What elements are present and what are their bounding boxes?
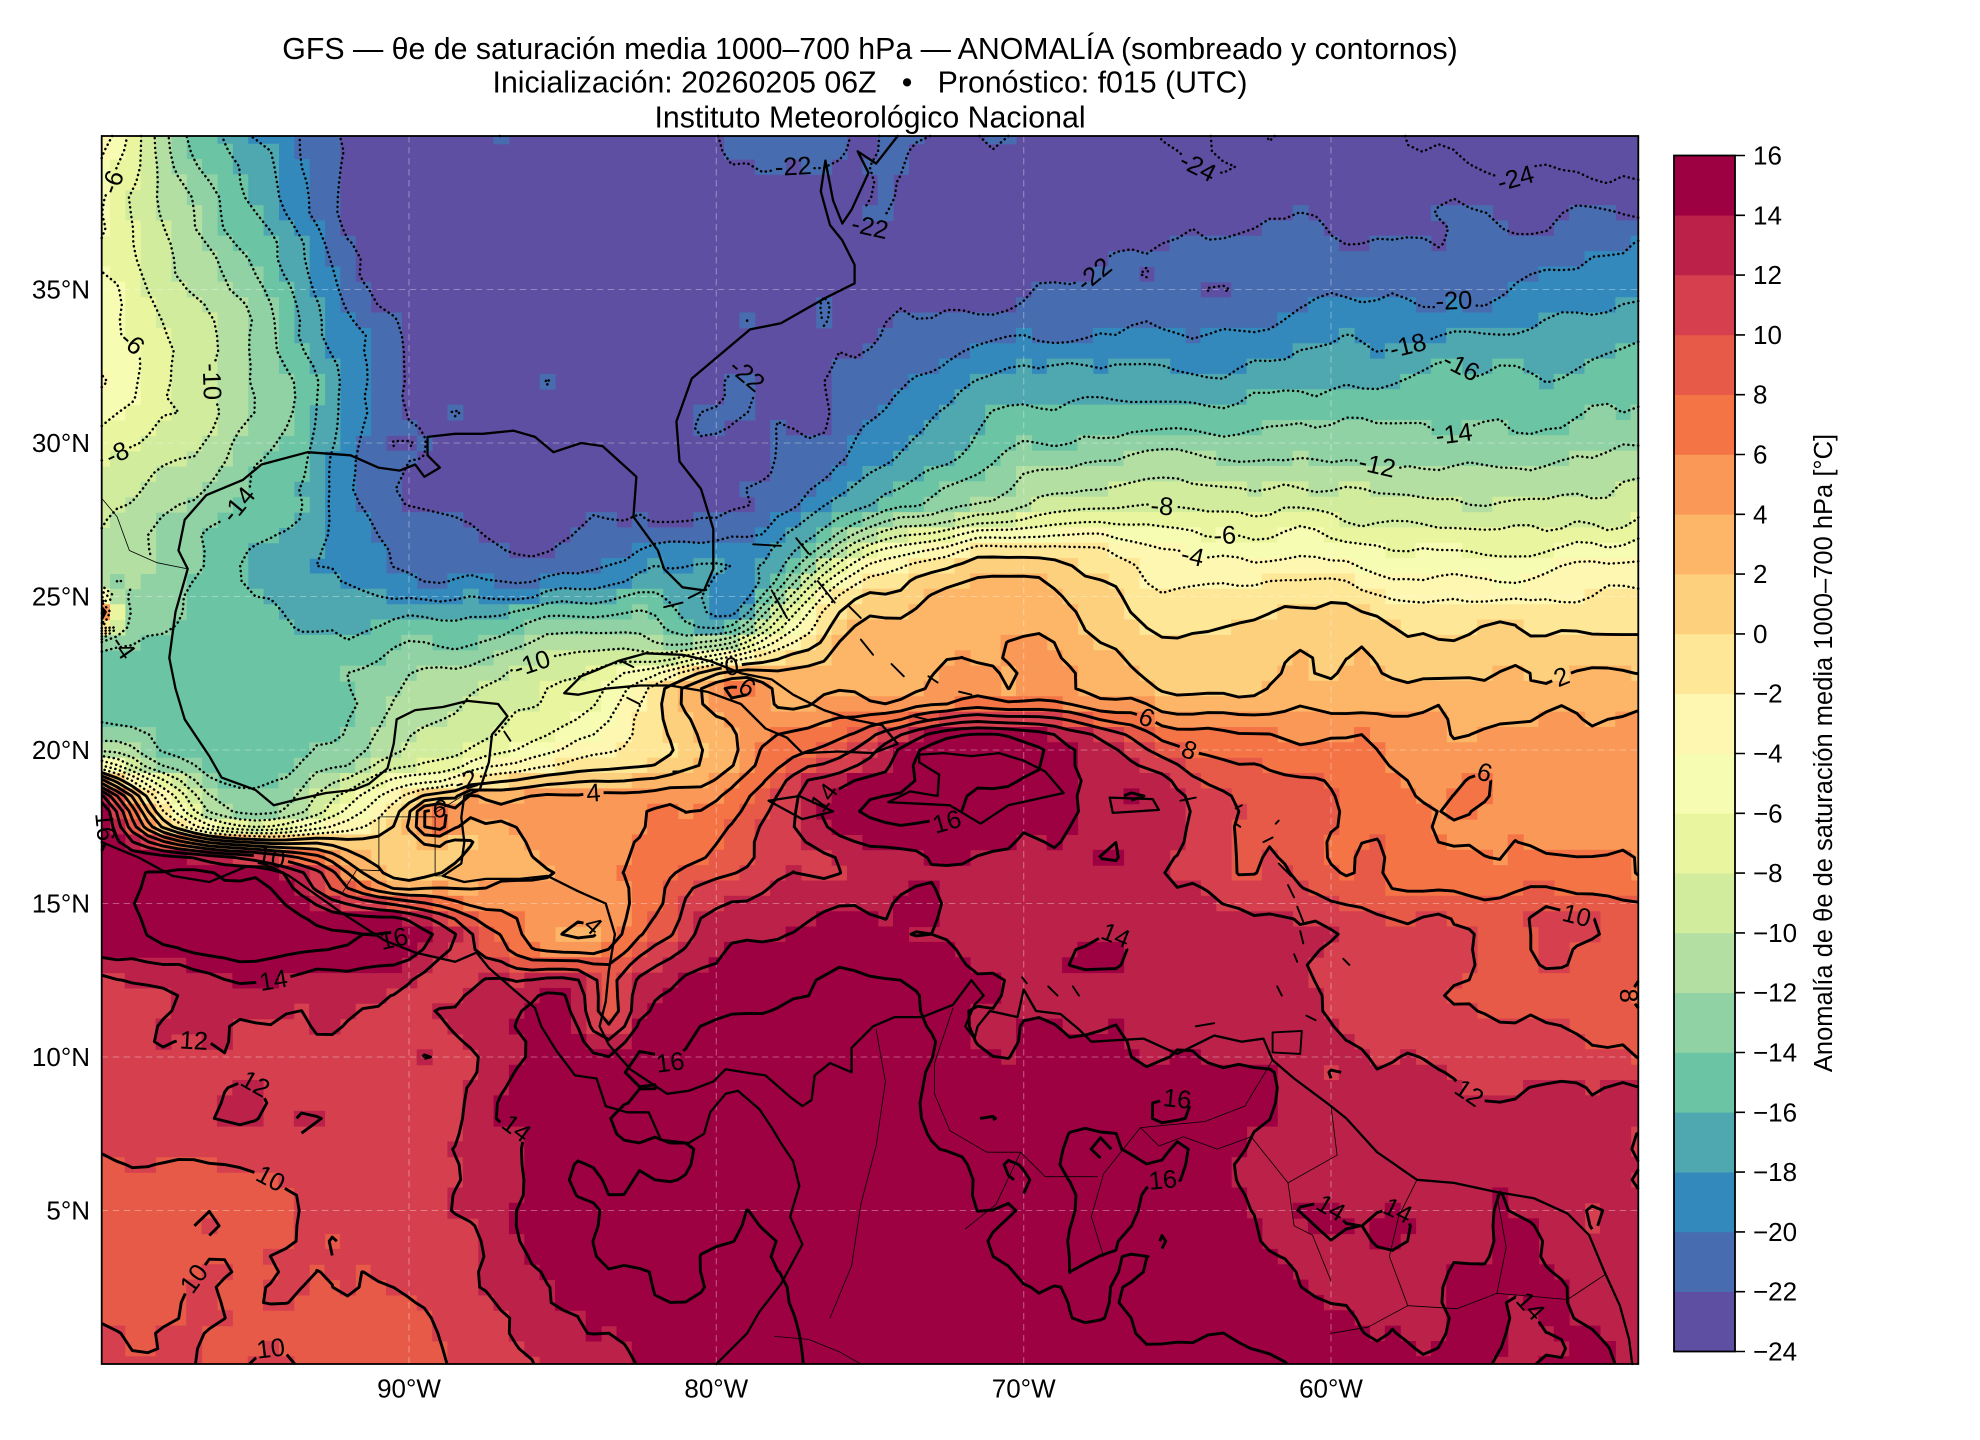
svg-text:Inicialización: 20260205 06Z: Inicialización: 20260205 06Z • Pronóstic… (493, 67, 1248, 100)
svg-text:6: 6 (1753, 440, 1767, 470)
svg-text:−4: −4 (1753, 739, 1783, 769)
svg-text:16: 16 (654, 1047, 686, 1078)
svg-text:16: 16 (377, 922, 411, 956)
svg-text:0: 0 (723, 652, 742, 682)
svg-text:30°N: 30°N (32, 428, 90, 458)
svg-text:16: 16 (1162, 1084, 1193, 1115)
svg-text:25°N: 25°N (32, 582, 90, 612)
svg-text:−16: −16 (1753, 1097, 1797, 1127)
svg-text:90°W: 90°W (377, 1374, 441, 1404)
svg-text:16: 16 (1147, 1165, 1178, 1196)
svg-text:5°N: 5°N (46, 1196, 90, 1226)
svg-text:10: 10 (255, 842, 288, 874)
svg-text:4: 4 (585, 779, 601, 808)
svg-text:Instituto Meteorológico Nacion: Instituto Meteorológico Nacional (654, 101, 1085, 134)
svg-text:−2: −2 (1753, 679, 1783, 709)
svg-text:12: 12 (179, 1026, 209, 1055)
svg-text:-20: -20 (1435, 286, 1473, 316)
svg-text:12: 12 (1753, 260, 1782, 290)
svg-text:35°N: 35°N (32, 275, 90, 305)
svg-text:14: 14 (1753, 200, 1782, 230)
svg-text:10: 10 (1559, 899, 1593, 933)
svg-text:-22: -22 (774, 152, 812, 182)
svg-text:4: 4 (1753, 499, 1767, 529)
svg-text:6: 6 (431, 795, 448, 824)
svg-text:−10: −10 (1753, 918, 1797, 948)
svg-text:80°W: 80°W (684, 1374, 748, 1404)
svg-text:10: 10 (1753, 320, 1782, 350)
svg-text:GFS — θe de saturación media 1: GFS — θe de saturación media 1000–700 hP… (282, 33, 1457, 66)
svg-text:−20: −20 (1753, 1217, 1797, 1247)
svg-text:8: 8 (1753, 380, 1767, 410)
svg-text:Anomalía de θe de saturación m: Anomalía de θe de saturación media 1000–… (1810, 434, 1838, 1072)
svg-text:−24: −24 (1753, 1337, 1797, 1367)
svg-text:−22: −22 (1753, 1277, 1797, 1307)
svg-text:−6: −6 (1753, 798, 1783, 828)
svg-text:8: 8 (1614, 988, 1643, 1003)
svg-text:−14: −14 (1753, 1038, 1797, 1068)
svg-text:20°N: 20°N (32, 735, 90, 765)
svg-text:14: 14 (257, 965, 290, 997)
svg-text:-10: -10 (197, 363, 226, 401)
svg-text:−18: −18 (1753, 1157, 1797, 1187)
svg-text:-14: -14 (1434, 418, 1474, 451)
svg-text:60°W: 60°W (1299, 1374, 1363, 1404)
svg-text:15°N: 15°N (32, 889, 90, 919)
svg-text:2: 2 (1753, 559, 1767, 589)
svg-text:-8: -8 (1150, 492, 1175, 522)
svg-text:−8: −8 (1753, 858, 1783, 888)
svg-text:10°N: 10°N (32, 1042, 90, 1072)
svg-text:0: 0 (1753, 619, 1767, 649)
svg-text:−12: −12 (1753, 978, 1797, 1008)
svg-text:-6: -6 (1213, 521, 1237, 550)
svg-text:16: 16 (89, 811, 120, 842)
svg-text:16: 16 (1753, 141, 1782, 171)
svg-text:10: 10 (255, 1333, 286, 1364)
svg-text:70°W: 70°W (992, 1374, 1056, 1404)
